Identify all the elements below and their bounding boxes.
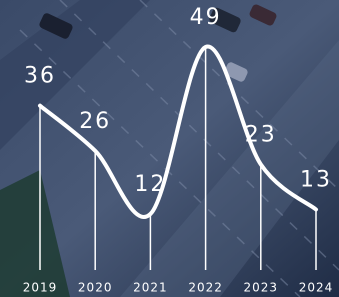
value-label: 36 xyxy=(24,64,56,89)
chart: 36 26 12 49 23 13 2019 2020 2021 2022 2023 2024 xyxy=(0,0,339,297)
value-label: 13 xyxy=(300,167,332,192)
x-tick-label: 2019 xyxy=(23,281,58,295)
x-tick-label: 2020 xyxy=(78,281,113,295)
x-tick-label: 2021 xyxy=(133,281,168,295)
value-label: 26 xyxy=(79,109,111,134)
value-label: 23 xyxy=(245,122,277,147)
x-tick-label: 2023 xyxy=(244,281,279,295)
page: {"chart_data": {"type": "line", "categor… xyxy=(0,0,339,297)
x-tick-label: 2024 xyxy=(299,281,334,295)
x-tick-label: 2022 xyxy=(188,281,223,295)
value-label: 12 xyxy=(134,172,166,197)
value-label: 49 xyxy=(190,5,222,30)
background-photo xyxy=(0,0,339,297)
